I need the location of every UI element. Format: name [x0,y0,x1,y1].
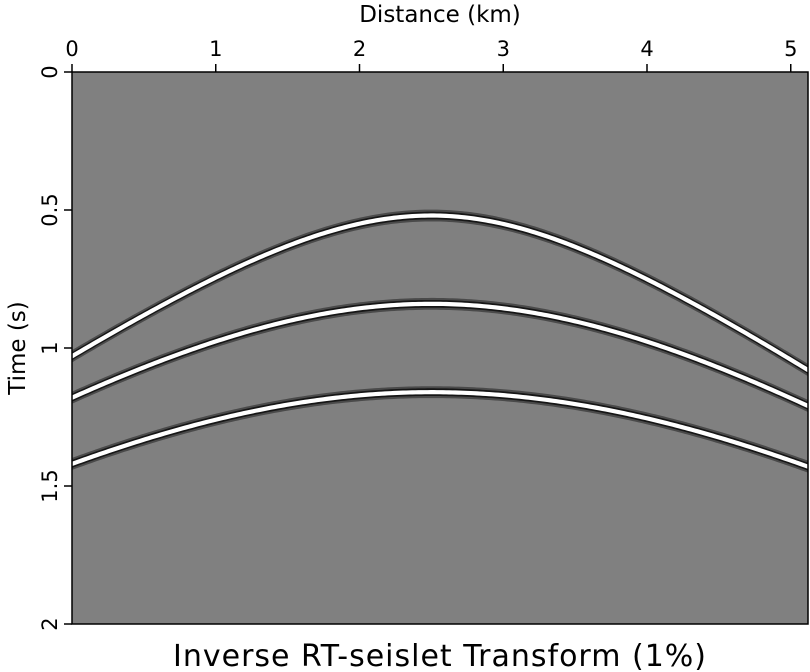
event-trough-upper [72,297,808,404]
event-trough-upper [72,209,808,368]
event-peak [72,213,808,373]
event-trough-lower [72,218,808,376]
seismic-event-1 [72,209,808,376]
seismic-event-3 [72,386,808,473]
seismic-events [72,209,808,473]
y-axis-ticks: 0 0.5 1 1.5 2 [38,65,72,631]
x-tick-label: 0 [65,37,78,61]
y-tick-label: 2 [38,617,62,630]
event-dark-upper [72,299,808,405]
event-trough-upper [72,386,808,464]
x-axis-label: Distance (km) [359,2,521,28]
event-peak [72,390,808,469]
event-dark-upper [72,388,808,466]
event-dark-lower [72,393,808,471]
event-dark-upper [72,211,808,369]
y-tick-label: 0 [38,65,62,78]
x-axis-ticks: 0 1 2 3 4 5 [65,37,797,72]
y-axis-label: Time (s) [5,301,31,396]
y-tick-label: 1 [38,341,62,354]
x-tick-label: 4 [640,37,653,61]
x-tick-label: 2 [353,37,366,61]
event-dark-lower [72,305,808,410]
event-trough-lower [72,306,808,412]
x-tick-label: 3 [497,37,510,61]
seismic-event-2 [72,297,808,412]
event-dark-lower [72,217,808,374]
y-tick-label: 0.5 [38,193,62,226]
x-tick-label: 1 [209,37,222,61]
y-tick-label: 1.5 [38,469,62,502]
chart-title: Inverse RT-seislet Transform (1%) [173,639,707,672]
event-peak [72,301,808,409]
event-trough-lower [72,395,808,473]
x-tick-label: 5 [784,37,797,61]
